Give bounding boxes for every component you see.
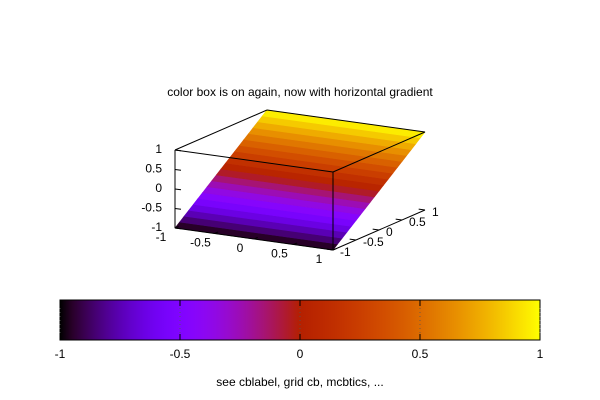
z-tick bbox=[174, 208, 182, 210]
colorbox-label: see cblabel, grid cb, mcbtics, ... bbox=[216, 375, 383, 389]
colorbox-tick-label: 0 bbox=[297, 347, 304, 361]
box-edge bbox=[332, 131, 426, 173]
z-tick bbox=[174, 227, 182, 230]
y-tick-label: 1 bbox=[432, 205, 439, 219]
x-tick-label: 0 bbox=[237, 241, 244, 255]
y-tick bbox=[349, 238, 357, 241]
colorbox-tick-label: 1 bbox=[537, 347, 544, 361]
y-tick-label: 0.5 bbox=[409, 215, 426, 229]
x-tick bbox=[214, 231, 219, 234]
box-edge bbox=[266, 109, 426, 133]
x-tick bbox=[332, 247, 337, 251]
y-tick bbox=[326, 248, 334, 251]
colorbox-tick-label: -1 bbox=[55, 347, 66, 361]
y-tick-label: 0 bbox=[386, 225, 393, 239]
box-edge bbox=[174, 149, 334, 173]
x-tick-label: 1 bbox=[316, 252, 323, 266]
z-tick bbox=[174, 169, 182, 171]
z-tick-label: 1 bbox=[155, 142, 162, 156]
x-tick-label: 0.5 bbox=[271, 247, 288, 261]
z-tick-label: -0.5 bbox=[141, 201, 162, 215]
y-tick bbox=[395, 218, 403, 221]
y-tick-label: -1 bbox=[340, 245, 351, 259]
chart-title: color box is on again, now with horizont… bbox=[167, 85, 433, 99]
x-tick-label: -1 bbox=[156, 230, 167, 244]
y-tick bbox=[418, 208, 426, 211]
x-tick-label: -0.5 bbox=[190, 236, 211, 250]
y-tick-label: -0.5 bbox=[363, 235, 384, 249]
colorbox-tick-label: -0.5 bbox=[170, 347, 191, 361]
z-tick-label: 0 bbox=[155, 181, 162, 195]
z-tick bbox=[174, 149, 182, 152]
z-tick-label: -1 bbox=[151, 220, 162, 234]
z-tick-label: 0.5 bbox=[145, 162, 162, 176]
x-tick bbox=[253, 236, 258, 240]
box-edge bbox=[174, 109, 268, 151]
colorbox-tick-label: 0.5 bbox=[412, 347, 429, 361]
z-tick bbox=[174, 188, 182, 191]
x-tick bbox=[293, 242, 298, 245]
y-tick bbox=[372, 228, 380, 231]
